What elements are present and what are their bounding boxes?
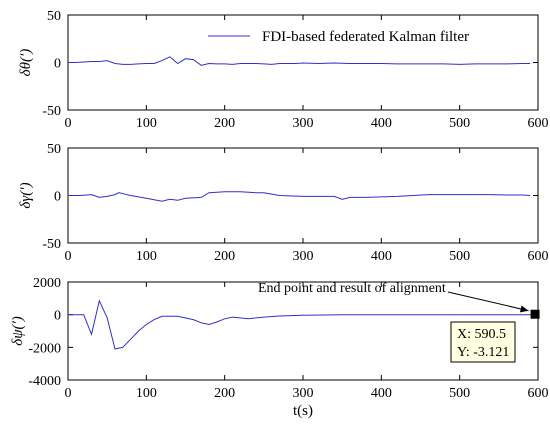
x-tick-label: 600 xyxy=(528,249,549,264)
x-tick-label: 100 xyxy=(136,116,157,131)
annotation-arrowhead xyxy=(519,305,529,313)
annotation-arrow xyxy=(447,291,529,312)
x-axis-label: t(s) xyxy=(293,403,313,419)
x-tick-label: 100 xyxy=(136,386,157,401)
x-tick-label: 0 xyxy=(65,116,72,131)
x-tick-label: 300 xyxy=(293,116,314,131)
x-tick-label: 100 xyxy=(136,249,157,264)
x-tick-label: 600 xyxy=(528,116,549,131)
x-tick-label: 200 xyxy=(214,116,235,131)
y-axis-label: δθ(′) xyxy=(18,49,34,77)
x-tick-label: 400 xyxy=(371,386,392,401)
x-tick-label: 0 xyxy=(65,249,72,264)
chart-panel-pitch: 0 100 200 300 400 500 600 -50 0 50 δθ(′) FDI-based … xyxy=(18,9,549,131)
y-axis-label: δψ(′) xyxy=(10,316,26,346)
x-tick-label: 500 xyxy=(449,386,470,401)
datatip-x-value: X: 590.5 xyxy=(457,327,506,342)
y-axis-label: δγ(′) xyxy=(18,182,34,208)
datatip-box xyxy=(450,321,516,363)
y-tick-label: 0 xyxy=(54,309,61,324)
x-tick-label: 300 xyxy=(293,386,314,401)
y-tick-label: -2000 xyxy=(28,341,61,356)
x-tick-label: 300 xyxy=(293,249,314,264)
y-tick-label: -50 xyxy=(42,237,61,252)
legend-entry: FDI-based federated Kalman filter xyxy=(262,29,469,45)
x-tick-label: 400 xyxy=(371,116,392,131)
y-tick-label: -4000 xyxy=(28,374,61,389)
x-tick-label: 500 xyxy=(449,249,470,264)
series-line xyxy=(68,56,531,66)
annotation-text: End point and result of alignment xyxy=(258,281,446,296)
x-tick-label: 500 xyxy=(449,116,470,131)
y-tick-label: 0 xyxy=(54,57,61,72)
series-line xyxy=(68,299,531,350)
chart-panel-roll: 0 100 200 300 400 500 600 -50 0 50 δγ(′) xyxy=(18,142,549,264)
y-tick-label: 0 xyxy=(54,190,61,205)
y-tick-label: 50 xyxy=(47,9,61,24)
x-tick-label: 400 xyxy=(371,249,392,264)
y-tick-label: -50 xyxy=(42,104,61,119)
plot-area xyxy=(67,147,539,244)
y-tick-label: 2000 xyxy=(33,276,61,291)
x-tick-label: 200 xyxy=(214,386,235,401)
series-line xyxy=(68,191,531,202)
x-tick-label: 0 xyxy=(65,386,72,401)
end-point-marker[interactable] xyxy=(530,309,540,319)
chart-panel-heading: 0 100 200 300 400 500 600 -4000 -2000 0 2000 δψ(′) t… xyxy=(10,276,549,419)
x-tick-label: 600 xyxy=(528,386,549,401)
datatip-y-value: Y: -3.121 xyxy=(457,345,509,360)
x-tick-label: 200 xyxy=(214,249,235,264)
y-tick-label: 50 xyxy=(47,142,61,157)
